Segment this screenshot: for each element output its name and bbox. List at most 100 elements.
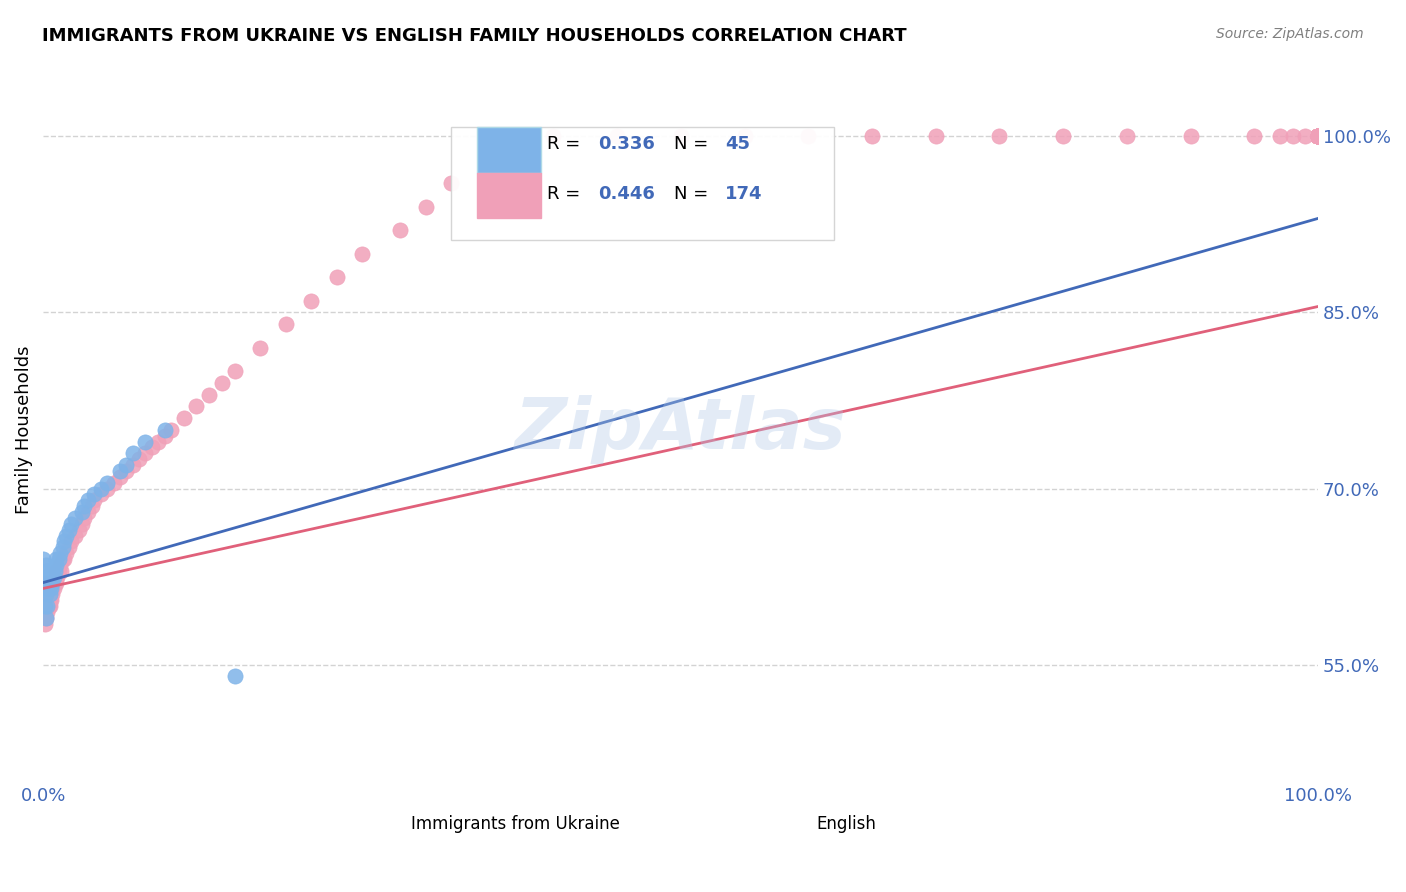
Point [1308,129,1330,144]
Point [42,569,65,583]
Point [198,387,221,401]
Point [60,534,83,549]
Point [1308,129,1330,144]
Point [1308,129,1330,144]
Point [37,599,59,613]
Point [121,446,143,460]
Point [37,605,59,619]
Point [415,200,437,214]
Point [1308,129,1330,144]
Point [606,129,628,144]
Point [60,516,83,531]
Point [1308,129,1330,144]
Point [80,499,103,513]
Point [440,176,463,190]
Point [41,587,63,601]
Point [45,575,67,590]
Point [1308,129,1330,144]
Point [37,582,59,596]
Point [51,552,73,566]
Point [1308,129,1330,144]
Point [32,587,55,601]
Point [45,569,67,583]
Text: 45: 45 [725,136,751,153]
Point [1308,129,1330,144]
Point [1308,129,1330,144]
Point [1308,129,1330,144]
Point [1308,129,1330,144]
Point [1308,129,1330,144]
Point [1308,129,1330,144]
Point [32,599,55,613]
Point [115,458,138,472]
Point [1308,129,1330,144]
FancyBboxPatch shape [477,127,540,172]
Point [1308,129,1330,144]
Point [39,593,62,607]
Point [38,593,60,607]
Point [49,546,72,560]
Point [73,511,96,525]
Point [1308,129,1330,144]
Point [224,364,246,378]
Point [153,423,176,437]
Point [734,129,756,144]
Point [83,493,105,508]
Point [1308,129,1330,144]
Point [860,129,883,144]
Point [37,564,59,578]
Point [45,552,67,566]
Point [39,569,62,583]
Point [1308,129,1330,144]
Point [141,441,163,455]
Point [1308,129,1330,144]
Point [35,575,58,590]
Point [1308,129,1330,144]
Point [1308,129,1330,144]
Text: ZipAtlas: ZipAtlas [515,395,846,465]
Point [55,546,77,560]
Point [45,564,67,578]
Text: IMMIGRANTS FROM UKRAINE VS ENGLISH FAMILY HOUSEHOLDS CORRELATION CHART: IMMIGRANTS FROM UKRAINE VS ENGLISH FAMIL… [42,27,907,45]
Point [44,575,66,590]
Point [1308,129,1330,144]
Point [37,582,59,596]
Point [115,464,138,478]
Point [38,569,60,583]
Point [543,129,565,144]
Point [77,505,100,519]
Point [389,223,412,237]
Point [1243,129,1265,144]
Point [352,246,374,260]
Point [1308,129,1330,144]
Point [146,434,169,449]
Text: N =: N = [675,136,714,153]
Point [52,552,75,566]
Point [38,599,60,613]
Point [1308,129,1330,144]
Point [34,587,56,601]
Point [35,611,58,625]
Text: Source: ZipAtlas.com: Source: ZipAtlas.com [1216,27,1364,41]
Point [1308,129,1330,144]
Point [39,582,62,596]
Point [1281,129,1303,144]
Point [41,575,63,590]
Point [65,528,87,542]
Point [35,587,58,601]
Text: 174: 174 [725,185,763,202]
Text: 0.446: 0.446 [598,185,655,202]
Point [1308,129,1330,144]
Point [1308,129,1330,144]
Point [1308,129,1330,144]
Point [249,341,271,355]
Point [1308,129,1330,144]
Point [1308,129,1330,144]
Point [32,575,55,590]
Y-axis label: Family Households: Family Households [15,345,32,514]
Point [1308,129,1330,144]
Point [1308,129,1330,144]
Point [65,511,87,525]
Point [51,564,73,578]
Point [35,587,58,601]
